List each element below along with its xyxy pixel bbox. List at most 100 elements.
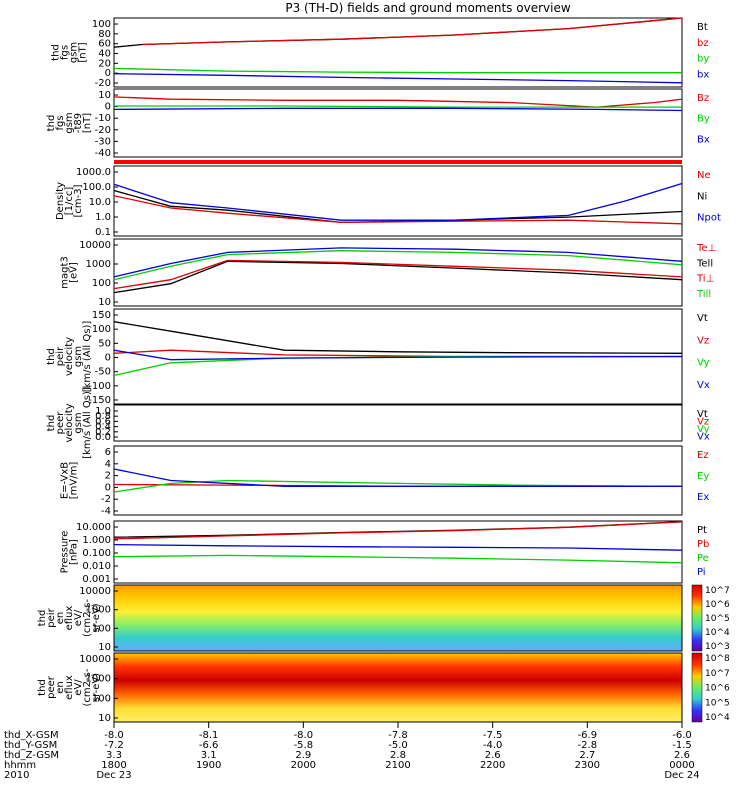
legend-Vz: Vz [697,417,709,428]
y-tick-label: 60 [98,39,111,50]
panel-frame [113,445,683,516]
panel-frame [113,17,683,88]
y-axis-label: magt3 [60,256,71,289]
legend-Pt: Pt [697,525,707,536]
x-tick-label: 1900 [196,760,221,771]
y-tick-label: -50 [95,367,111,378]
y-tick-label: 100 [92,19,111,30]
status-bar [114,160,682,164]
colorbar-label: 10^4 [705,628,730,638]
series-Pi [113,543,683,551]
x-tick-label: -7.8 [388,730,408,741]
x-tick-label: 2.7 [579,750,595,761]
panel-4: 10000 1000 100 10 magt3[eV] Te⊥ Tell Ti⊥ Till [60,238,716,308]
y-tick-label: 0.6 [95,416,111,427]
y-tick-label: 1000 [86,259,111,270]
legend-bx: bx [697,69,709,80]
panel-frame [113,584,683,652]
series-Ne [113,195,683,225]
legend-Ti⊥: Ti⊥ [696,274,714,285]
y-tick-label: -100 [88,381,111,392]
series-By [114,105,682,108]
y-axis-label: [km/s (All Qs)] [82,321,93,393]
y-axis-label: en [55,681,66,694]
x-tick-label: -6.6 [199,740,219,751]
y-tick-label: 100.0 [82,182,111,193]
y-axis-label: peer [46,675,57,699]
y-axis-label: (cm2-s- [82,599,93,637]
y-tick-label: -2 [101,494,111,505]
series-Vt [113,321,683,354]
y-tick-label: 10000 [79,586,111,597]
spectrogram [114,653,682,722]
y-tick-label: 80 [98,29,111,40]
y-axis-label: thd [51,44,62,61]
y-axis-label: eflux [64,606,75,631]
y-axis-label: velocity [64,337,75,376]
legend-Vy: Vy [697,424,710,435]
y-axis-label: fgs [60,45,71,60]
legend-Bz: Bz [697,93,709,104]
legend-Till: Till [696,289,711,300]
colorbar [691,652,703,723]
y-tick-label: -20 [95,125,111,136]
y-tick-label: 2 [105,471,111,482]
legend-Vt: Vt [697,313,708,324]
x-tick-label: 2.8 [390,750,406,761]
panel-3: 1000.0 100.0 10.0 1.0 0.1 Density[1/cc][cm-3]… [55,165,721,238]
y-axis-label: eV/ [73,609,84,626]
x-axis: thd_X-GSMthd_Y-GSMthd_Z-GSMhhmm2010-8.0-… [4,722,700,781]
y-axis-label: sr-eV) [91,673,102,702]
y-tick-label: 1000.0 [76,167,111,178]
series-Npot [113,182,683,221]
legend-bz: bz [697,38,709,49]
y-tick-label: 1.0 [95,406,111,417]
series-Pe [113,554,683,564]
series-Ni [113,189,683,224]
y-tick-label: 0.001 [82,574,111,585]
series-by [113,67,682,74]
x-tick-label: -5.8 [294,740,314,751]
series-Ex [113,468,682,487]
x-tick-label: -4.0 [483,740,503,751]
y-axis-label: eflux [64,675,75,700]
y-tick-label: 50 [98,338,111,349]
panel-frame [113,165,683,237]
colorbar-label: 10^4 [705,713,730,723]
y-tick-label: -20 [95,78,111,89]
series-Tell [113,260,683,294]
x-tick-label: -6.0 [672,730,692,741]
x-row-label: thd_Z-GSM [4,750,59,761]
y-tick-label: 0.4 [95,422,111,433]
y-axis-label: Density [55,182,66,220]
y-tick-label: -40 [95,148,111,159]
y-tick-label: 1000 [86,674,111,685]
x-tick-label: 2300 [575,760,600,771]
y-axis-label: gsm [64,112,75,133]
panel-6: 1.00.80.60.40.20.0 thdpeervelocitygsm[km/… [46,387,710,459]
y-tick-label: -30 [95,136,111,147]
colorbar-label: 10^7 [705,586,730,596]
y-tick-label: 10 [98,642,111,653]
y-tick-label: 0.8 [95,411,111,422]
x-tick-label: 1800 [101,760,126,771]
series-Te⊥ [113,259,683,290]
legend-Pe: Pe [697,553,709,564]
y-axis-label: [eV] [69,262,80,283]
legend-Ne: Ne [697,170,711,181]
x-tick-label: 3.1 [201,750,217,761]
spectrogram [114,585,682,651]
y-axis-label: [km/s (All Qs)] [82,387,93,459]
x-row-label: hhmm [4,760,36,771]
legend-Bx: Bx [697,134,710,145]
x-tick-label: -1.5 [672,740,692,751]
series-Pb [113,521,683,540]
legend-Ex: Ex [697,492,709,503]
y-tick-label: -10 [95,113,111,124]
y-axis-label: Pressure [60,531,71,574]
y-axis-label: peer [55,411,66,435]
y-tick-label: 10.0 [89,197,111,208]
x-tick-label: 2100 [385,760,410,771]
x-tick-label: 3.3 [106,750,122,761]
